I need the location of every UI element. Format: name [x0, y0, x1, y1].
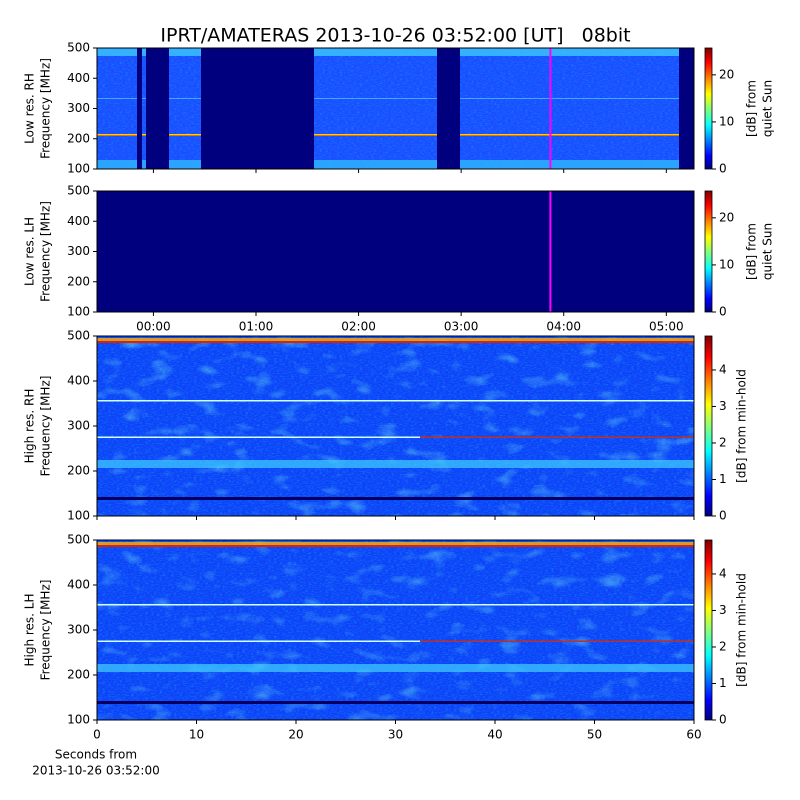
colorbar-tick-label: 2	[719, 435, 727, 449]
x-tick-label: 50	[587, 728, 602, 742]
colorbar-tick-label: 1	[719, 472, 727, 486]
colorbar-tick-label: 3	[719, 603, 727, 617]
y-tick-label: 500	[67, 329, 90, 343]
x-axis-label: 2013-10-26 03:52:00	[32, 764, 159, 778]
y-tick-label: 300	[67, 244, 90, 258]
x-tick-label: 00:00	[136, 320, 171, 334]
y-tick-label: 400	[67, 374, 90, 388]
panel-3-texture	[97, 336, 694, 516]
y-axis-label: Frequency [MHz]	[39, 201, 53, 302]
colorbar-tick-label: 2	[719, 639, 727, 653]
x-tick-label: 02:00	[341, 320, 376, 334]
colorbar-tick-label: 1	[719, 676, 727, 690]
colorbar	[704, 47, 713, 170]
colorbar-label: [dB] from	[745, 223, 759, 280]
colorbar-label: quiet Sun	[761, 80, 775, 137]
y-axis-label: Low res. LH	[23, 217, 37, 286]
colorbar-label: [dB] from min-hold	[735, 573, 749, 687]
colorbar-tick-label: 20	[719, 67, 734, 81]
panel-2-texture	[97, 191, 694, 312]
y-axis-label: Frequency [MHz]	[39, 58, 53, 159]
y-tick-label: 300	[67, 623, 90, 637]
colorbar	[704, 335, 713, 517]
colorbar-label: quiet Sun	[761, 223, 775, 280]
colorbar-tick-label: 0	[719, 713, 727, 727]
x-tick-label: 40	[487, 728, 502, 742]
panel-4-texture	[97, 540, 694, 720]
y-tick-label: 200	[67, 464, 90, 478]
x-tick-label: 20	[288, 728, 303, 742]
colorbar-tick-label: 0	[719, 509, 727, 523]
y-axis-label: Frequency [MHz]	[39, 376, 53, 477]
x-tick-label: 30	[388, 728, 403, 742]
y-tick-label: 300	[67, 101, 90, 115]
panel-1-texture	[97, 48, 694, 169]
colorbar-label: [dB] from	[745, 80, 759, 137]
colorbar-tick-label: 0	[719, 305, 727, 319]
colorbar	[704, 190, 713, 313]
y-axis-label: Low res. RH	[23, 73, 37, 144]
x-tick-label: 60	[686, 728, 701, 742]
chart-title: IPRT/AMATERAS 2013-10-26 03:52:00 [UT] 0…	[160, 25, 630, 47]
colorbar-label: [dB] from min-hold	[735, 369, 749, 483]
y-tick-label: 400	[67, 214, 90, 228]
y-axis-label: Frequency [MHz]	[39, 580, 53, 681]
y-axis-label: High res. RH	[23, 389, 37, 464]
y-tick-label: 100	[67, 509, 90, 523]
y-tick-label: 500	[67, 41, 90, 55]
x-tick-label: 01:00	[239, 320, 274, 334]
y-tick-label: 100	[67, 713, 90, 727]
colorbar-tick-label: 0	[719, 162, 727, 176]
y-tick-label: 500	[67, 184, 90, 198]
y-tick-label: 200	[67, 131, 90, 145]
y-tick-label: 400	[67, 578, 90, 592]
y-tick-label: 200	[67, 668, 90, 682]
y-tick-label: 100	[67, 162, 90, 176]
x-tick-label: 0	[93, 728, 101, 742]
y-tick-label: 500	[67, 533, 90, 547]
x-tick-label: 10	[189, 728, 204, 742]
x-tick-label: 05:00	[649, 320, 684, 334]
x-axis-label: Seconds from	[55, 748, 137, 762]
y-tick-label: 100	[67, 305, 90, 319]
y-tick-label: 200	[67, 274, 90, 288]
colorbar-tick-label: 10	[719, 257, 734, 271]
colorbar-tick-label: 20	[719, 210, 734, 224]
colorbar-tick-label: 4	[719, 362, 727, 376]
y-axis-label: High res. LH	[23, 593, 37, 666]
y-tick-label: 300	[67, 419, 90, 433]
x-tick-label: 03:00	[444, 320, 479, 334]
colorbar	[704, 539, 713, 721]
y-tick-label: 400	[67, 71, 90, 85]
colorbar-tick-label: 3	[719, 399, 727, 413]
colorbar-tick-label: 4	[719, 566, 727, 580]
colorbar-tick-label: 10	[719, 114, 734, 128]
x-tick-label: 04:00	[546, 320, 581, 334]
